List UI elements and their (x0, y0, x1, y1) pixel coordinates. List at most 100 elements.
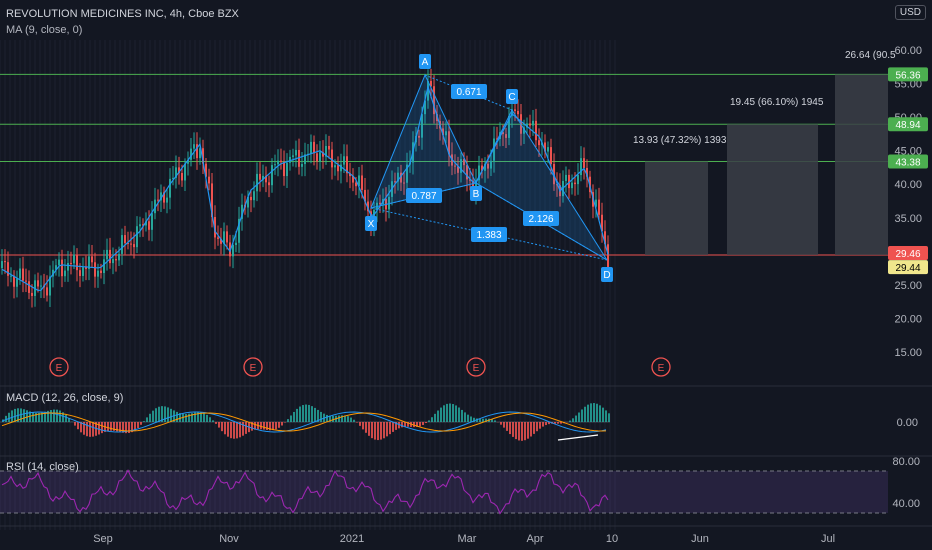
macd-histogram-bar (518, 422, 520, 441)
candle-body (25, 280, 27, 282)
macd-histogram-bar (20, 408, 22, 422)
macd-histogram-bar (404, 422, 406, 427)
candle-body (448, 131, 450, 155)
macd-histogram-bar (275, 422, 277, 430)
candle-body (523, 127, 525, 134)
target-box (727, 124, 818, 255)
candle-body (115, 259, 117, 261)
candle-body (172, 177, 174, 179)
macd-histogram-bar (284, 422, 286, 423)
pattern-point-label: D (603, 270, 610, 281)
candle-body (343, 156, 345, 165)
pattern-ratio-badge (523, 211, 559, 226)
candle-body (346, 156, 348, 174)
macd-histogram-bar (605, 410, 607, 422)
macd-histogram-bar (65, 414, 67, 422)
macd-histogram-bar (44, 411, 46, 422)
candle-body (529, 123, 531, 126)
candle-body (316, 153, 318, 162)
macd-histogram-bar (299, 406, 301, 422)
candle-body (364, 189, 366, 202)
macd-histogram-bar (494, 420, 496, 422)
target-label: 13.93 (47.32%) 1393 (633, 135, 727, 146)
candle-body (574, 182, 576, 185)
candle-body (139, 224, 141, 227)
macd-histogram-bar (407, 422, 409, 427)
candle-body (58, 259, 60, 266)
macd-histogram-bar (122, 422, 124, 433)
macd-histogram-bar (263, 422, 265, 430)
macd-histogram-bar (452, 404, 454, 422)
macd-histogram-bar (596, 403, 598, 422)
macd-histogram-bar (5, 415, 7, 422)
macd-histogram-bar (167, 407, 169, 422)
candle-body (571, 182, 573, 189)
candle-body (61, 259, 63, 277)
macd-histogram-bar (593, 403, 595, 422)
candle-body (145, 221, 147, 226)
candle-body (361, 175, 363, 190)
macd-histogram-bar (479, 418, 481, 422)
candle-body (493, 138, 495, 161)
symbol-title[interactable]: REVOLUTION MEDICINES INC, 4h, Cboe BZX (6, 8, 239, 20)
macd-histogram-bar (461, 409, 463, 422)
earnings-marker-icon (466, 357, 486, 377)
pattern-ratio-label: 2.126 (528, 214, 553, 225)
candle-body (568, 174, 570, 189)
macd-histogram-bar (77, 422, 79, 430)
candle-body (274, 164, 276, 166)
macd-histogram-bar (590, 403, 592, 422)
candle-body (442, 128, 444, 136)
macd-histogram-bar (89, 422, 91, 437)
candle-body (532, 120, 534, 126)
macd-histogram-bar (344, 415, 346, 422)
currency-button[interactable]: USD (894, 5, 926, 20)
candle-body (4, 261, 6, 263)
candle-body (70, 262, 72, 264)
candle-body (349, 173, 351, 177)
candle-body (337, 165, 339, 172)
candle-body (7, 262, 9, 276)
candle-body (586, 167, 588, 177)
candle-body (517, 110, 519, 115)
candle-body (556, 184, 558, 186)
candle-body (193, 144, 195, 149)
candle-body (247, 196, 249, 208)
macd-histogram-bar (458, 407, 460, 422)
candle-body (358, 175, 360, 187)
candle-body (457, 166, 459, 173)
macd-histogram-bar (14, 408, 16, 422)
time-axis-label: 10 (606, 533, 618, 545)
candle-body (1, 261, 3, 269)
macd-histogram-bar (413, 422, 415, 428)
candle-body (28, 281, 30, 293)
candle-body (238, 218, 240, 243)
ma-line (1, 84, 609, 292)
candle-body (178, 167, 180, 174)
candle-body (22, 268, 24, 281)
pattern-point-badge (506, 89, 518, 104)
macd-histogram-bar (197, 412, 199, 422)
macd-histogram-bar (176, 411, 178, 422)
macd-histogram-bar (152, 410, 154, 422)
candle-body (148, 221, 150, 230)
candle-body (91, 256, 93, 263)
macd-histogram-bar (26, 410, 28, 422)
candle-body (109, 249, 111, 264)
candle-body (460, 159, 462, 173)
ma-indicator-label[interactable]: MA (9, close, 0) (6, 24, 83, 36)
candle-body (13, 275, 15, 287)
macd-histogram-bar (128, 422, 130, 434)
price-tag-label: 29.46 (895, 249, 920, 260)
candle-body (334, 165, 336, 168)
macd-histogram-bar (119, 422, 121, 433)
macd-histogram-bar (116, 422, 118, 432)
candle-body (466, 165, 468, 180)
candle-body (595, 199, 597, 207)
macd-histogram-bar (386, 422, 388, 437)
candle-body (577, 175, 579, 185)
macd-histogram-bar (545, 422, 547, 426)
price-tag (888, 67, 928, 82)
price-tick-label: 40.00 (894, 179, 922, 191)
